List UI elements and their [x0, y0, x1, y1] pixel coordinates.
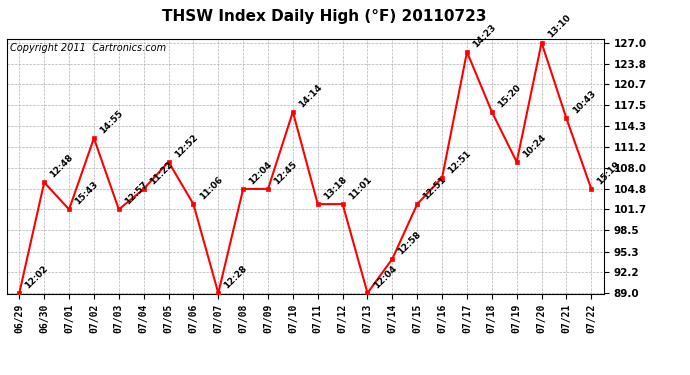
Text: 12:51: 12:51 — [422, 175, 448, 201]
Text: 15:43: 15:43 — [73, 180, 100, 207]
Text: 12:58: 12:58 — [397, 230, 423, 256]
Text: 15:19: 15:19 — [595, 159, 622, 186]
Text: 11:22: 11:22 — [148, 160, 175, 186]
Text: 12:45: 12:45 — [272, 159, 299, 186]
Text: 12:04: 12:04 — [372, 264, 398, 290]
Text: 12:48: 12:48 — [48, 153, 75, 180]
Text: 10:24: 10:24 — [521, 132, 547, 159]
Text: 12:52: 12:52 — [172, 132, 199, 159]
Text: 11:01: 11:01 — [347, 175, 373, 201]
Text: 12:04: 12:04 — [247, 160, 274, 186]
Text: 13:10: 13:10 — [546, 13, 572, 40]
Text: 10:43: 10:43 — [571, 89, 598, 116]
Text: 12:02: 12:02 — [23, 264, 50, 290]
Text: 15:20: 15:20 — [496, 82, 522, 109]
Text: THSW Index Daily High (°F) 20110723: THSW Index Daily High (°F) 20110723 — [162, 9, 486, 24]
Text: 12:28: 12:28 — [222, 264, 249, 290]
Text: 13:18: 13:18 — [322, 175, 348, 201]
Text: 11:06: 11:06 — [197, 175, 224, 201]
Text: 12:57: 12:57 — [123, 180, 150, 207]
Text: 14:55: 14:55 — [98, 109, 125, 135]
Text: 14:14: 14:14 — [297, 82, 324, 109]
Text: 14:23: 14:23 — [471, 22, 497, 49]
Text: 12:51: 12:51 — [446, 148, 473, 175]
Text: Copyright 2011  Cartronics.com: Copyright 2011 Cartronics.com — [10, 43, 166, 53]
